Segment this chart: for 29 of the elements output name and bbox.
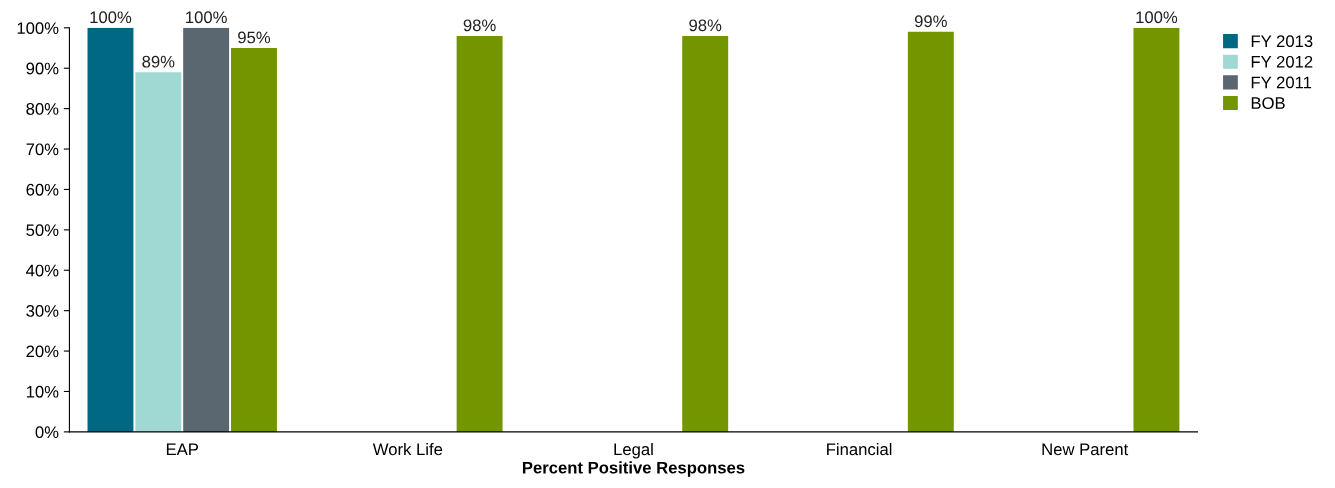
data-label: 98% bbox=[463, 19, 496, 32]
x-tick-label: Legal bbox=[614, 442, 653, 459]
data-label: 95% bbox=[238, 31, 271, 44]
data-label: 100% bbox=[90, 11, 132, 24]
x-tick-label: EAP bbox=[166, 443, 199, 456]
data-label: 89% bbox=[142, 55, 175, 68]
y-tick-label: 20% bbox=[26, 345, 59, 358]
legend-label: FY 2013 bbox=[1251, 35, 1313, 48]
y-tick-label: 60% bbox=[26, 183, 59, 196]
y-tick-label: 50% bbox=[26, 224, 59, 237]
data-label: 98% bbox=[689, 19, 722, 32]
y-tick-label: 0% bbox=[35, 426, 59, 439]
x-axis-title: Percent Positive Responses bbox=[522, 461, 745, 477]
y-tick-label: 80% bbox=[26, 103, 59, 115]
y-tick-label: 100% bbox=[17, 22, 59, 35]
x-tick-label: Work Life bbox=[372, 442, 443, 456]
y-tick-label: 90% bbox=[26, 62, 59, 75]
y-tick-label: 10% bbox=[26, 385, 59, 398]
x-tick-label: New Parent bbox=[1042, 443, 1129, 456]
data-label: 100% bbox=[186, 11, 227, 24]
y-tick-label: 40% bbox=[26, 264, 59, 277]
y-tick-label: 30% bbox=[26, 305, 59, 317]
data-label: 99% bbox=[914, 15, 947, 28]
x-tick-label: Financial bbox=[827, 442, 892, 456]
y-tick-label: 70% bbox=[26, 143, 59, 156]
legend-label: FY 2012 bbox=[1251, 55, 1313, 68]
legend-label: FY 2011 bbox=[1251, 76, 1312, 89]
data-label: 100% bbox=[1136, 11, 1178, 24]
legend-label: BOB bbox=[1251, 97, 1285, 109]
